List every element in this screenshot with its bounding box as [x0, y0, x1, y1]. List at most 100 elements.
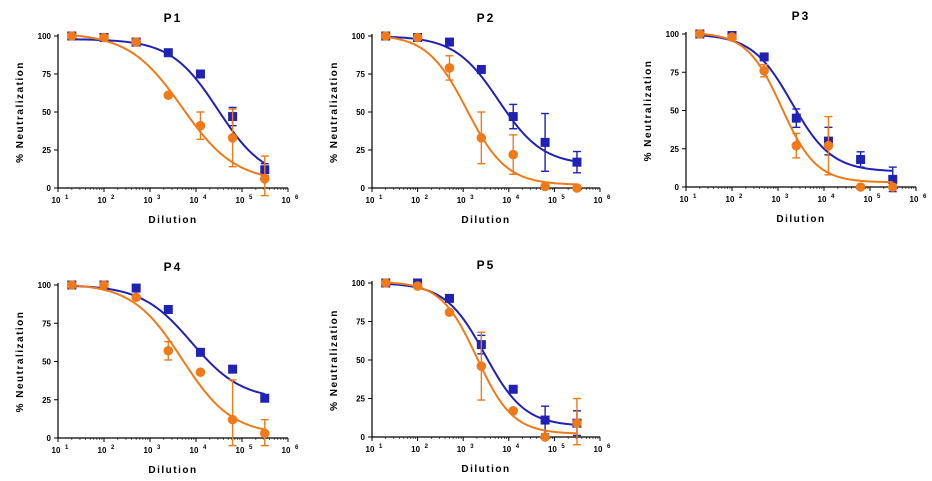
y-tick-label: 50 [42, 358, 51, 367]
x-tick-label: 10 [282, 446, 291, 455]
x-tick-label: 10 [190, 446, 199, 455]
data-point-square [228, 364, 238, 374]
chart-panel: P2 0 25 50 75 100 10 1 10 2 10 3 10 4 10 5 10 6 Dilution % … [329, 11, 611, 226]
y-tick-label: 25 [42, 396, 51, 405]
data-point-circle [131, 37, 141, 47]
data-point-circle [727, 32, 737, 42]
x-tick-exponent: 4 [203, 195, 207, 201]
x-tick-exponent: 2 [111, 195, 115, 201]
data-point-square [476, 64, 486, 74]
y-tick-label: 100 [38, 32, 52, 41]
x-tick-exponent: 5 [249, 195, 253, 201]
data-point-circle [131, 292, 141, 303]
data-point-circle [99, 32, 109, 43]
data-point-circle [695, 29, 705, 39]
x-axis-label: Dilution [148, 215, 197, 226]
data-point-circle [887, 182, 898, 192]
y-tick-label: 0 [47, 184, 52, 193]
x-tick-exponent: 5 [561, 195, 565, 201]
y-tick-label: 0 [47, 434, 52, 443]
data-point-circle [476, 133, 487, 143]
data-point-circle [163, 90, 174, 101]
x-tick-label: 10 [190, 196, 199, 205]
x-tick-label: 10 [52, 196, 61, 205]
y-tick-label: 0 [675, 183, 680, 192]
x-tick-label: 10 [910, 195, 919, 204]
x-tick-label: 10 [502, 445, 511, 454]
y-tick-label: 25 [356, 146, 365, 155]
x-tick-exponent: 1 [693, 194, 697, 200]
data-point-circle [227, 133, 238, 143]
data-point-square [131, 283, 141, 293]
x-tick-label: 10 [411, 445, 420, 454]
y-tick-label: 0 [361, 184, 366, 193]
x-tick-label: 10 [548, 196, 557, 205]
data-point-circle [195, 367, 206, 378]
x-tick-exponent: 5 [561, 444, 565, 450]
x-tick-exponent: 6 [607, 444, 611, 450]
chart-panel: P5 0 25 50 75 100 10 1 10 2 10 3 10 4 10 5 10 6 Dilution % … [329, 258, 611, 475]
y-tick-label: 50 [356, 356, 365, 365]
x-tick-label: 10 [366, 445, 375, 454]
x-tick-label: 10 [52, 446, 61, 455]
x-tick-exponent: 3 [785, 194, 789, 200]
y-axis-label: % Neutralization [643, 60, 654, 162]
x-tick-label: 10 [98, 446, 107, 455]
x-tick-label: 10 [818, 195, 827, 204]
data-point-square [791, 113, 801, 123]
data-point-circle [791, 140, 802, 151]
data-point-square [163, 48, 173, 58]
data-point-circle [412, 32, 423, 43]
x-tick-exponent: 5 [877, 194, 881, 200]
x-tick-exponent: 3 [470, 444, 474, 450]
data-point-circle [380, 31, 391, 41]
y-axis-label: % Neutralization [329, 61, 340, 163]
data-point-circle [380, 278, 391, 288]
x-tick-exponent: 6 [295, 445, 299, 451]
fit-curve [71, 38, 266, 165]
x-tick-exponent: 4 [516, 195, 520, 201]
x-tick-exponent: 4 [516, 444, 520, 450]
x-tick-label: 10 [864, 195, 873, 204]
y-tick-label: 100 [666, 30, 680, 39]
x-tick-exponent: 5 [249, 445, 253, 451]
x-axis-label: Dilution [148, 465, 197, 476]
x-tick-exponent: 3 [470, 195, 474, 201]
data-point-circle [444, 63, 455, 73]
x-tick-label: 10 [98, 196, 107, 205]
data-point-circle [572, 418, 582, 428]
x-tick-exponent: 1 [65, 195, 69, 201]
data-point-square [888, 174, 898, 184]
x-tick-label: 10 [594, 445, 603, 454]
data-point-square [540, 137, 550, 147]
data-point-circle [195, 120, 206, 131]
panel-title: P3 [792, 9, 811, 23]
data-point-square [163, 304, 173, 314]
data-point-circle [508, 149, 519, 160]
x-tick-label: 10 [282, 196, 291, 205]
data-point-circle [572, 183, 582, 193]
x-tick-label: 10 [680, 195, 689, 204]
x-tick-label: 10 [772, 195, 781, 204]
data-point-circle [67, 31, 77, 41]
data-point-circle [412, 281, 423, 291]
y-tick-label: 0 [361, 433, 366, 442]
y-tick-label: 25 [356, 395, 365, 404]
y-tick-label: 100 [352, 279, 366, 288]
data-point-circle [823, 140, 834, 151]
data-point-circle [540, 432, 550, 442]
x-tick-exponent: 3 [157, 445, 161, 451]
data-point-square [260, 393, 270, 403]
data-point-square [572, 157, 582, 167]
data-point-square [195, 347, 205, 357]
chart-panel: P1 0 25 50 75 100 10 1 10 2 10 3 10 4 10 5 10 6 Dilution % … [15, 11, 299, 226]
x-tick-label: 10 [594, 196, 603, 205]
x-tick-exponent: 2 [111, 445, 115, 451]
x-tick-label: 10 [236, 446, 245, 455]
data-point-square [508, 384, 518, 394]
y-tick-label: 75 [356, 70, 365, 79]
y-tick-label: 100 [352, 32, 366, 41]
x-tick-exponent: 2 [425, 195, 429, 201]
panel-title: P4 [164, 260, 183, 274]
y-axis-label: % Neutralization [15, 311, 26, 413]
